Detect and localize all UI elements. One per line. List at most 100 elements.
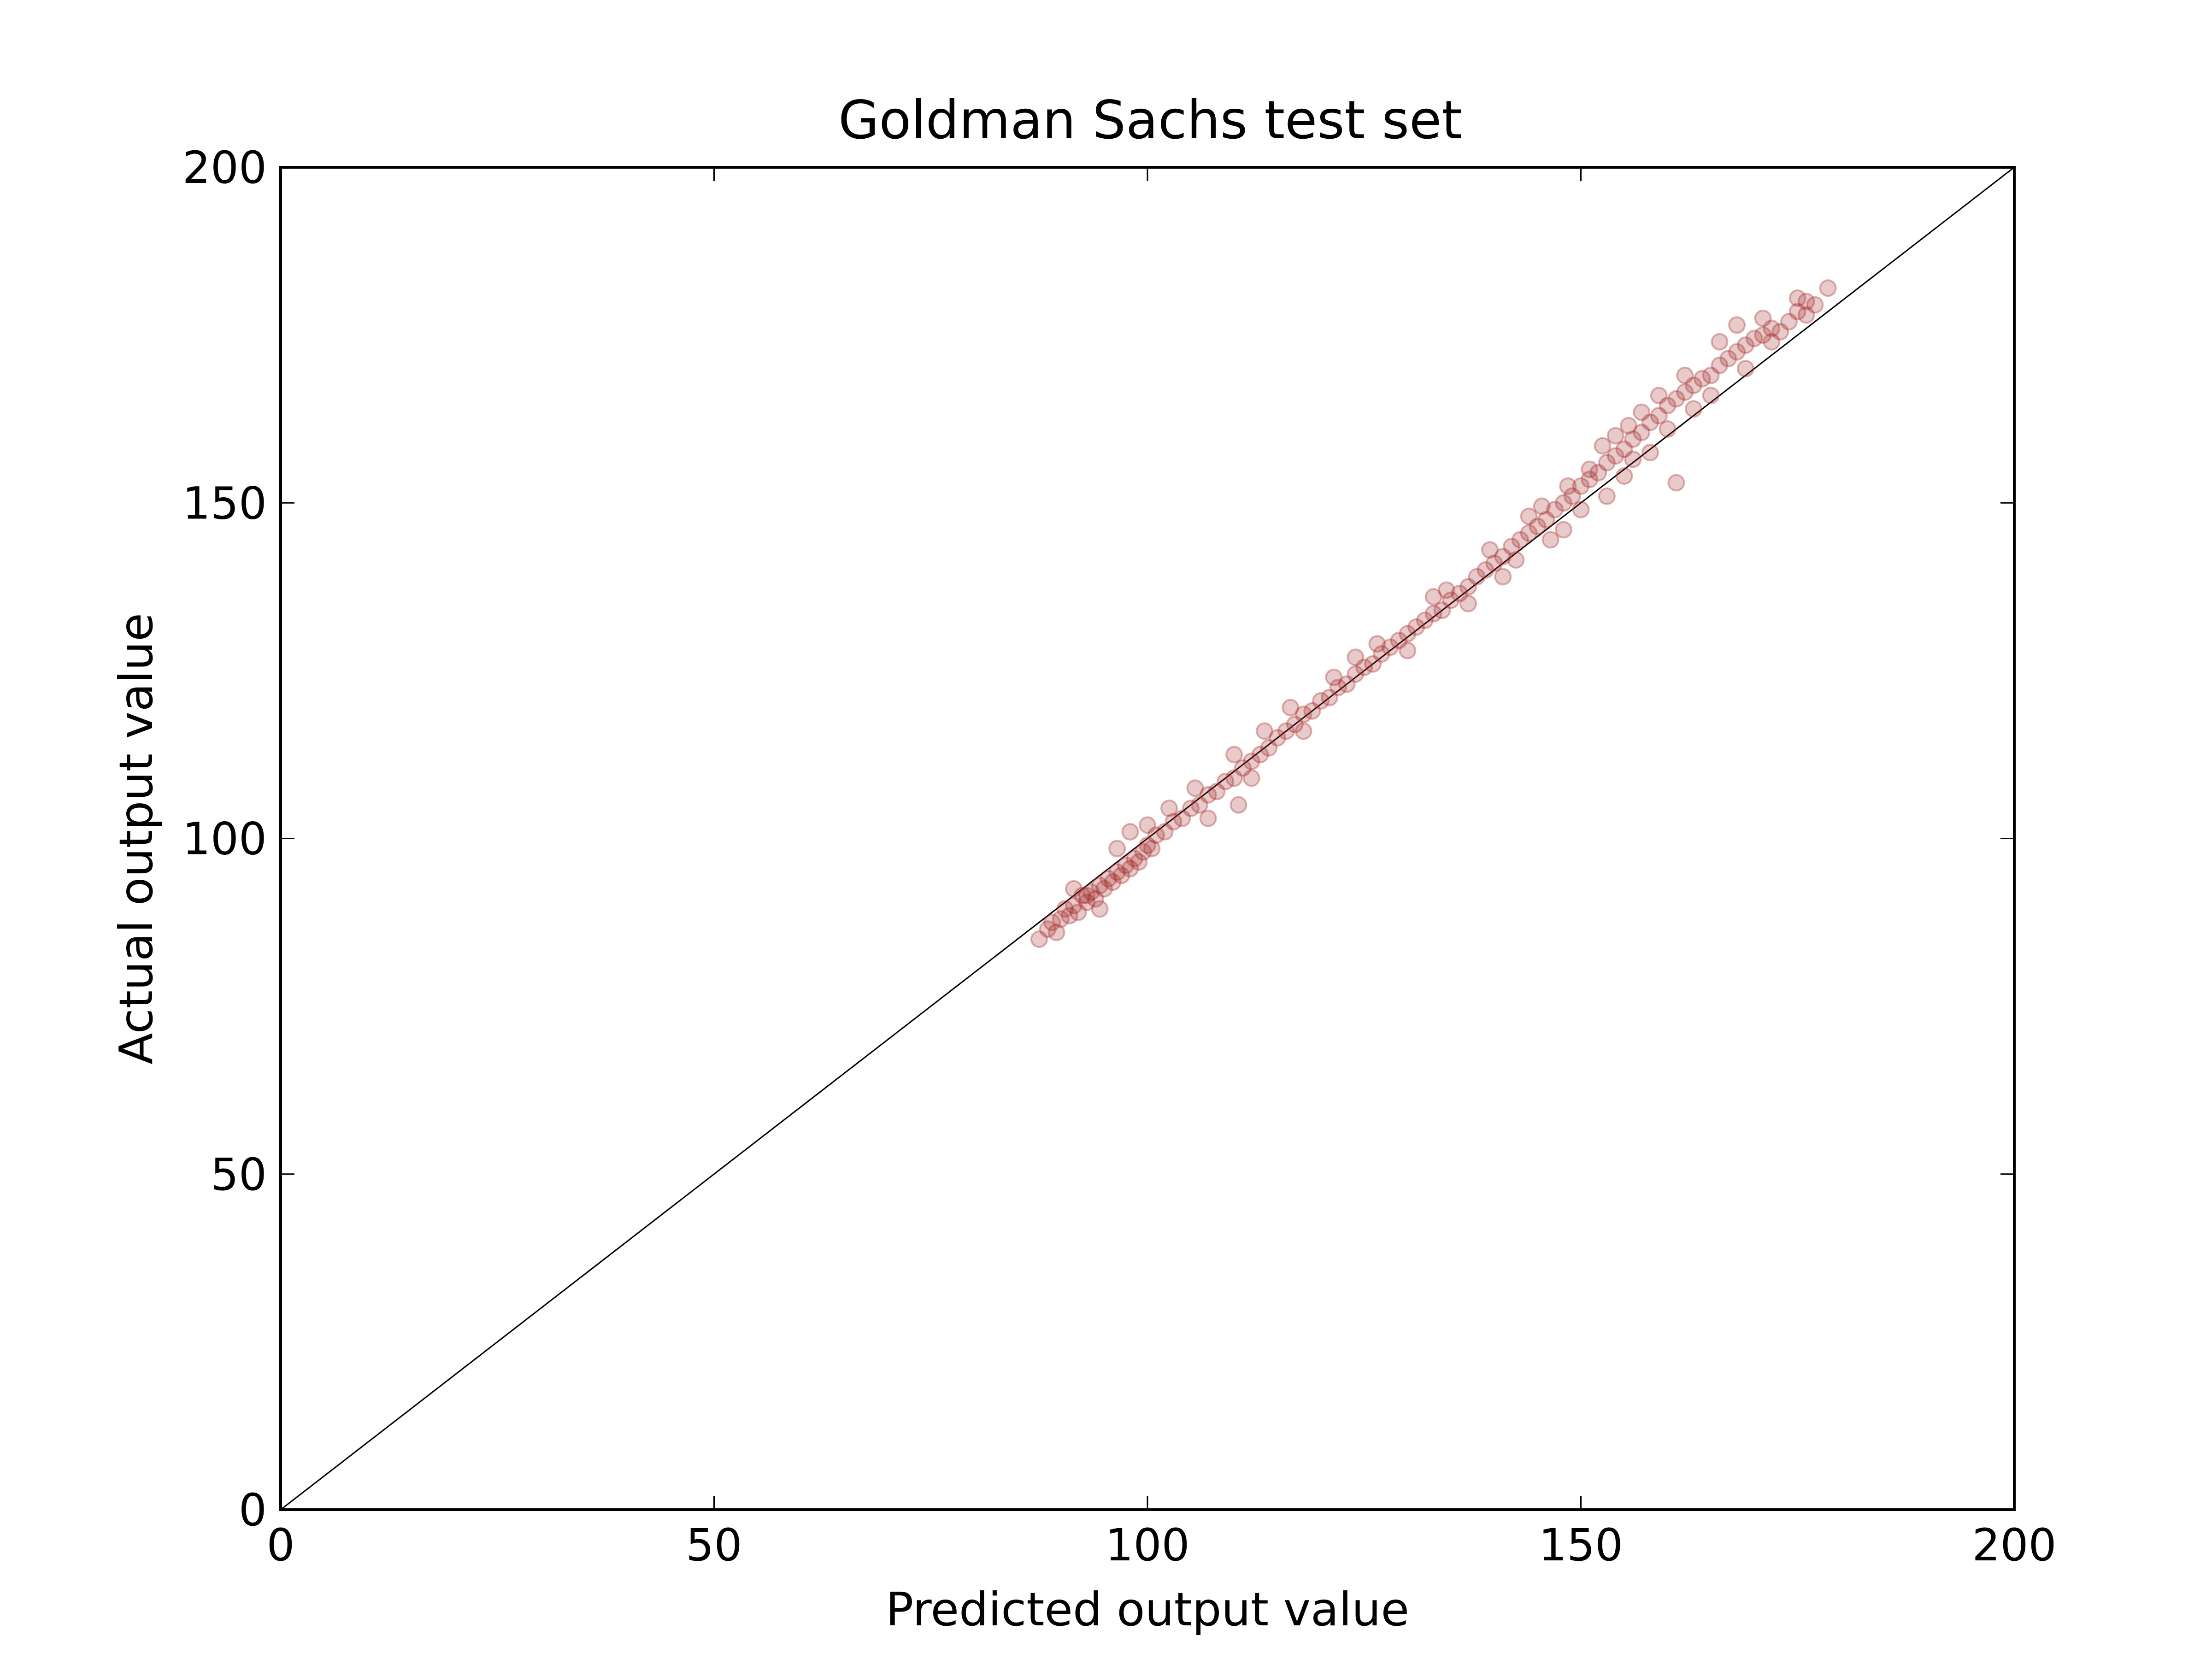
scatter-point	[1347, 665, 1365, 683]
scatter-point	[1091, 877, 1109, 894]
scatter-point	[1269, 729, 1287, 747]
scatter-point	[1529, 518, 1547, 535]
scatter-point	[1286, 715, 1304, 733]
scatter-point	[1594, 437, 1612, 455]
y-axis-label: Actual output value	[109, 613, 163, 1065]
scatter-point	[1217, 772, 1235, 790]
scatter-point	[1078, 887, 1096, 905]
scatter-point	[1139, 816, 1156, 834]
scatter-point	[1117, 856, 1135, 874]
reference-line	[280, 166, 2015, 1511]
scatter-point	[1736, 359, 1754, 377]
scatter-point	[1399, 641, 1417, 659]
scatter-point	[1251, 746, 1269, 764]
scatter-point	[1598, 487, 1616, 505]
scatter-point	[1234, 759, 1252, 777]
scatter-point	[1242, 769, 1260, 787]
scatter-point	[1763, 333, 1781, 351]
scatter-point	[1754, 309, 1772, 327]
scatter-point	[1165, 813, 1182, 831]
scatter-point	[1390, 631, 1408, 649]
scatter-point	[1615, 440, 1633, 458]
scatter-point	[1788, 289, 1806, 307]
x-tick-label: 50	[686, 1519, 742, 1571]
scatter-point	[1702, 366, 1720, 384]
scatter-point	[1125, 850, 1143, 868]
scatter-point	[1494, 547, 1512, 565]
scatter-point	[1173, 809, 1191, 827]
scatter-point	[1511, 531, 1529, 549]
scatter-point	[1641, 413, 1659, 431]
scatter-point	[1416, 612, 1434, 629]
scatter-point	[1711, 333, 1729, 351]
scatter-point	[1100, 870, 1118, 888]
scatter-point	[1325, 668, 1343, 686]
scatter-point	[1381, 638, 1399, 656]
scatter-point	[1225, 769, 1243, 787]
scatter-point	[1589, 464, 1607, 482]
scatter-point	[1073, 887, 1091, 905]
scatter-point	[1078, 893, 1096, 911]
scatter-point	[1030, 930, 1048, 948]
scatter-point	[1477, 561, 1494, 579]
scatter-point	[1121, 860, 1139, 878]
scatter-point	[1451, 584, 1469, 602]
scatter-point	[1619, 417, 1637, 435]
scatter-point	[1082, 883, 1100, 901]
scatter-point	[1303, 702, 1321, 720]
scatter-point	[1745, 329, 1763, 347]
scatter-point	[1277, 722, 1295, 740]
scatter-point	[1255, 722, 1273, 740]
scatter-point	[1199, 809, 1217, 827]
scatter-point	[1676, 383, 1694, 401]
chart-title: Goldman Sachs test set	[838, 89, 1462, 151]
scatter-point	[1060, 906, 1078, 924]
scatter-point	[1047, 924, 1065, 941]
scatter-point	[1437, 581, 1455, 599]
scatter-point	[1186, 779, 1204, 797]
y-tick-label: 50	[211, 1149, 267, 1200]
x-tick-label: 200	[1972, 1519, 2056, 1571]
scatter-point	[1199, 786, 1217, 804]
scatter-point	[1052, 910, 1070, 928]
scatter-point	[1087, 890, 1105, 908]
scatter-point	[1633, 403, 1651, 421]
y-tick-label: 150	[182, 477, 267, 529]
scatter-point	[1563, 487, 1581, 505]
scatter-point	[1156, 823, 1174, 841]
scatter-point	[1182, 799, 1200, 817]
scatter-point	[1108, 840, 1126, 858]
scatter-point	[1364, 655, 1382, 673]
scatter-point	[1728, 343, 1746, 361]
scatter-point	[1485, 554, 1503, 572]
scatter-point	[1754, 326, 1772, 344]
scatter-point	[1633, 424, 1651, 441]
scatter-point	[1537, 511, 1555, 529]
scatter-point	[1355, 659, 1373, 677]
x-axis-label: Predicted output value	[886, 1583, 1409, 1636]
plot-area	[280, 166, 2015, 1511]
axis-ticks: 0 50 100 150 200 0 50 100 150 200	[182, 142, 2057, 1571]
scatter-point	[1329, 678, 1347, 696]
scatter-point	[1112, 866, 1130, 884]
scatter-point	[1069, 903, 1087, 921]
scatter-point	[1702, 387, 1720, 405]
scatter-point	[1780, 312, 1798, 330]
scatter-point	[1507, 551, 1525, 569]
scatter-point	[1442, 591, 1460, 609]
scatter-point	[1459, 578, 1477, 596]
scatter-point	[1190, 796, 1208, 814]
scatter-point	[1520, 524, 1538, 542]
scatter-point	[1065, 897, 1083, 915]
scatter-point	[1650, 406, 1668, 424]
scatter-point	[1481, 541, 1499, 559]
scatter-point	[1424, 605, 1442, 623]
y-tick-label: 200	[182, 142, 267, 194]
scatter-point	[1650, 387, 1668, 405]
x-tick-label: 150	[1539, 1519, 1623, 1571]
y-tick-label: 100	[182, 813, 267, 865]
scatter-point	[1819, 279, 1837, 297]
scatter-point	[1598, 453, 1616, 471]
scatter-point	[1368, 635, 1386, 653]
scatter-point	[1043, 913, 1061, 931]
